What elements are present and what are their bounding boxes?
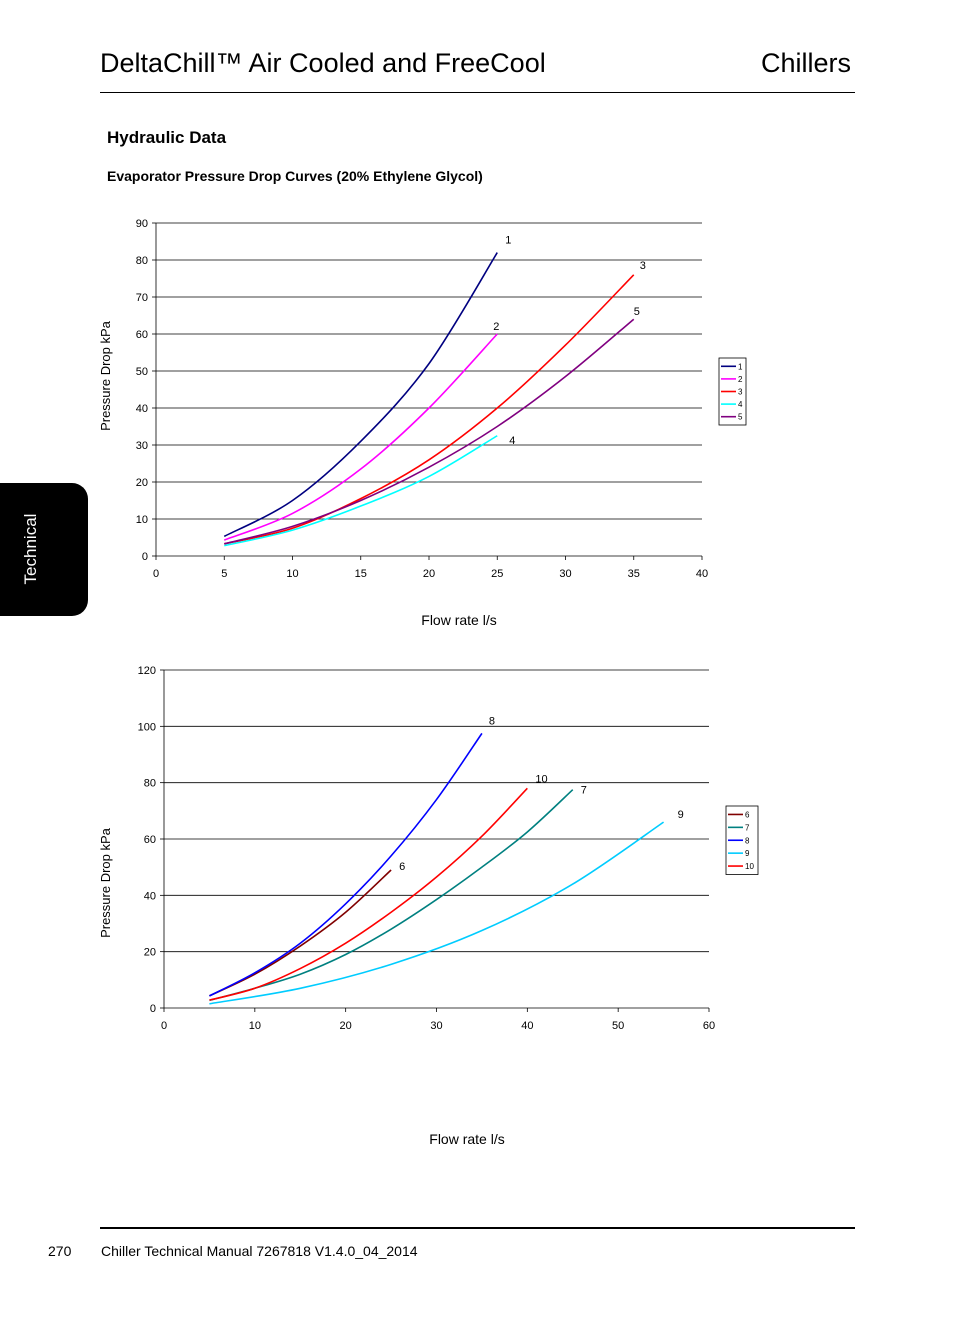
document-reference: Chiller Technical Manual 7267818 V1.4.0_… <box>101 1243 418 1259</box>
legend-entry: 3 <box>738 388 743 397</box>
x-tick-label: 20 <box>423 568 435 580</box>
y-tick-label: 30 <box>136 440 148 452</box>
series-end-label: 4 <box>509 435 515 447</box>
y-tick-label: 100 <box>138 721 156 733</box>
series-line-4 <box>224 435 498 547</box>
legend-entry: 8 <box>745 836 750 845</box>
y-tick-label: 50 <box>136 366 148 378</box>
x-tick-label: 5 <box>221 568 227 580</box>
series-end-label: 9 <box>678 809 684 821</box>
y-tick-label: 60 <box>144 834 156 846</box>
legend-entry: 4 <box>738 400 743 409</box>
series-line-7 <box>209 789 574 1002</box>
y-axis-title: Pressure Drop kPa <box>98 827 113 938</box>
y-tick-label: 10 <box>136 514 148 526</box>
y-tick-label: 40 <box>144 890 156 902</box>
x-tick-label: 40 <box>521 1020 533 1032</box>
x-axis-title: Flow rate l/s <box>421 612 496 628</box>
legend-entry: 10 <box>745 862 754 871</box>
legend-entry: 9 <box>745 849 750 858</box>
chart-heading: Evaporator Pressure Drop Curves (20% Eth… <box>107 168 483 184</box>
series-line-2 <box>223 333 498 541</box>
x-tick-label: 30 <box>559 568 571 580</box>
y-tick-label: 120 <box>138 665 156 677</box>
series-line-6 <box>209 869 392 997</box>
series-end-label: 6 <box>399 861 405 873</box>
page-number: 270 <box>48 1243 72 1259</box>
side-tab: Technical <box>0 483 88 616</box>
x-tick-label: 15 <box>355 568 367 580</box>
y-tick-label: 80 <box>136 255 148 267</box>
series-end-label: 8 <box>489 715 495 727</box>
series-end-label: 1 <box>505 235 511 247</box>
series-end-label: 3 <box>640 260 646 272</box>
y-tick-label: 20 <box>144 947 156 959</box>
series-end-label: 5 <box>634 306 640 318</box>
x-tick-label: 60 <box>703 1020 715 1032</box>
legend-entry: 1 <box>738 362 743 371</box>
series-line-3 <box>224 274 635 545</box>
y-tick-label: 90 <box>136 218 148 230</box>
x-tick-label: 20 <box>340 1020 352 1032</box>
x-tick-label: 0 <box>153 568 159 580</box>
y-tick-label: 40 <box>136 403 148 415</box>
series-line-9 <box>209 821 665 1005</box>
series-end-label: 2 <box>493 321 499 333</box>
legend-entry: 7 <box>745 823 750 832</box>
y-axis-title: Pressure Drop kPa <box>98 320 113 431</box>
header-divider <box>100 92 855 93</box>
y-tick-label: 0 <box>150 1003 156 1015</box>
legend-entry: 2 <box>738 375 743 384</box>
header-title: DeltaChill™ Air Cooled and FreeCool <box>100 48 546 78</box>
x-tick-label: 10 <box>249 1020 261 1032</box>
x-tick-label: 25 <box>491 568 503 580</box>
y-tick-label: 20 <box>136 477 148 489</box>
x-tick-label: 30 <box>430 1020 442 1032</box>
header-category: Chillers <box>761 48 852 78</box>
series-line-5 <box>224 318 635 545</box>
y-tick-label: 80 <box>144 778 156 790</box>
y-tick-label: 70 <box>136 292 148 304</box>
x-tick-label: 40 <box>696 568 708 580</box>
y-tick-label: 60 <box>136 329 148 341</box>
x-tick-label: 35 <box>628 568 640 580</box>
x-tick-label: 10 <box>286 568 298 580</box>
series-line-8 <box>209 732 483 997</box>
series-end-label: 7 <box>581 785 587 797</box>
x-tick-label: 50 <box>612 1020 624 1032</box>
footer-divider <box>100 1227 855 1229</box>
series-line-10 <box>209 787 528 1001</box>
y-tick-label: 0 <box>142 551 148 563</box>
section-heading: Hydraulic Data <box>107 128 227 147</box>
series-line-1 <box>223 252 498 538</box>
x-axis-title: Flow rate l/s <box>429 1131 504 1147</box>
series-end-label: 10 <box>535 773 547 785</box>
legend-entry: 6 <box>745 810 750 819</box>
x-tick-label: 0 <box>161 1020 167 1032</box>
legend-entry: 5 <box>738 413 743 422</box>
